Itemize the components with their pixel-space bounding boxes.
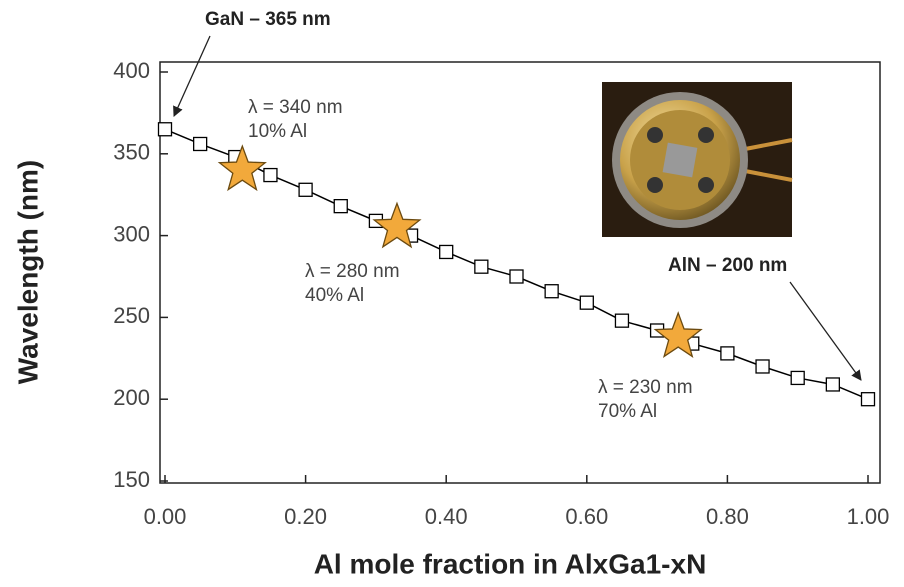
- annotation: AlN – 200 nm: [668, 255, 787, 276]
- highlight-star: [372, 201, 422, 249]
- y-tick-label: 200: [113, 385, 150, 410]
- data-point: [474, 259, 489, 274]
- annotation: λ = 230 nm: [598, 377, 693, 398]
- plot-frame: [159, 61, 881, 484]
- x-tick-label: 0.40: [425, 504, 468, 529]
- data-point: [298, 182, 313, 197]
- data-point: [720, 346, 735, 361]
- x-tick-label: 0.20: [284, 504, 327, 529]
- data-point: [333, 199, 348, 214]
- y-axis-label: Wavelength (nm): [12, 160, 43, 385]
- data-point: [509, 269, 524, 284]
- data-point: [439, 244, 454, 260]
- y-tick-label: 350: [113, 140, 150, 165]
- annotation-arrow: [173, 35, 211, 117]
- data-point: [755, 359, 770, 374]
- annotation: 40% Al: [305, 285, 364, 306]
- data-point: [157, 122, 173, 137]
- annotation: λ = 340 nm: [248, 97, 343, 118]
- y-tick-label: 400: [113, 58, 150, 83]
- data-point: [825, 377, 840, 392]
- x-tick-label: 1.00: [847, 504, 890, 529]
- highlight-star: [217, 144, 267, 192]
- data-point: [579, 295, 594, 310]
- annotation: λ = 280 nm: [305, 261, 400, 282]
- data-point: [544, 284, 559, 299]
- y-tick-label: 300: [113, 221, 150, 246]
- x-tick-label: 0.80: [706, 504, 749, 529]
- highlight-star: [653, 311, 703, 358]
- data-point: [860, 392, 876, 407]
- x-tick-label: 0.60: [565, 504, 608, 529]
- annotation: 70% Al: [598, 401, 657, 422]
- x-axis-label: Al mole fraction in AlxGa1-xN: [314, 548, 707, 579]
- data-point: [263, 167, 278, 183]
- annotation: 10% Al: [248, 121, 307, 142]
- y-tick-label: 150: [113, 467, 150, 492]
- x-tick-label: 0.00: [144, 504, 187, 529]
- y-tick-label: 250: [113, 303, 150, 328]
- annotation-arrow: [789, 281, 862, 381]
- data-point: [192, 136, 208, 152]
- data-point: [614, 313, 630, 328]
- data-point: [790, 370, 805, 386]
- device-photo: [602, 82, 793, 237]
- annotation: GaN – 365 nm: [205, 9, 331, 30]
